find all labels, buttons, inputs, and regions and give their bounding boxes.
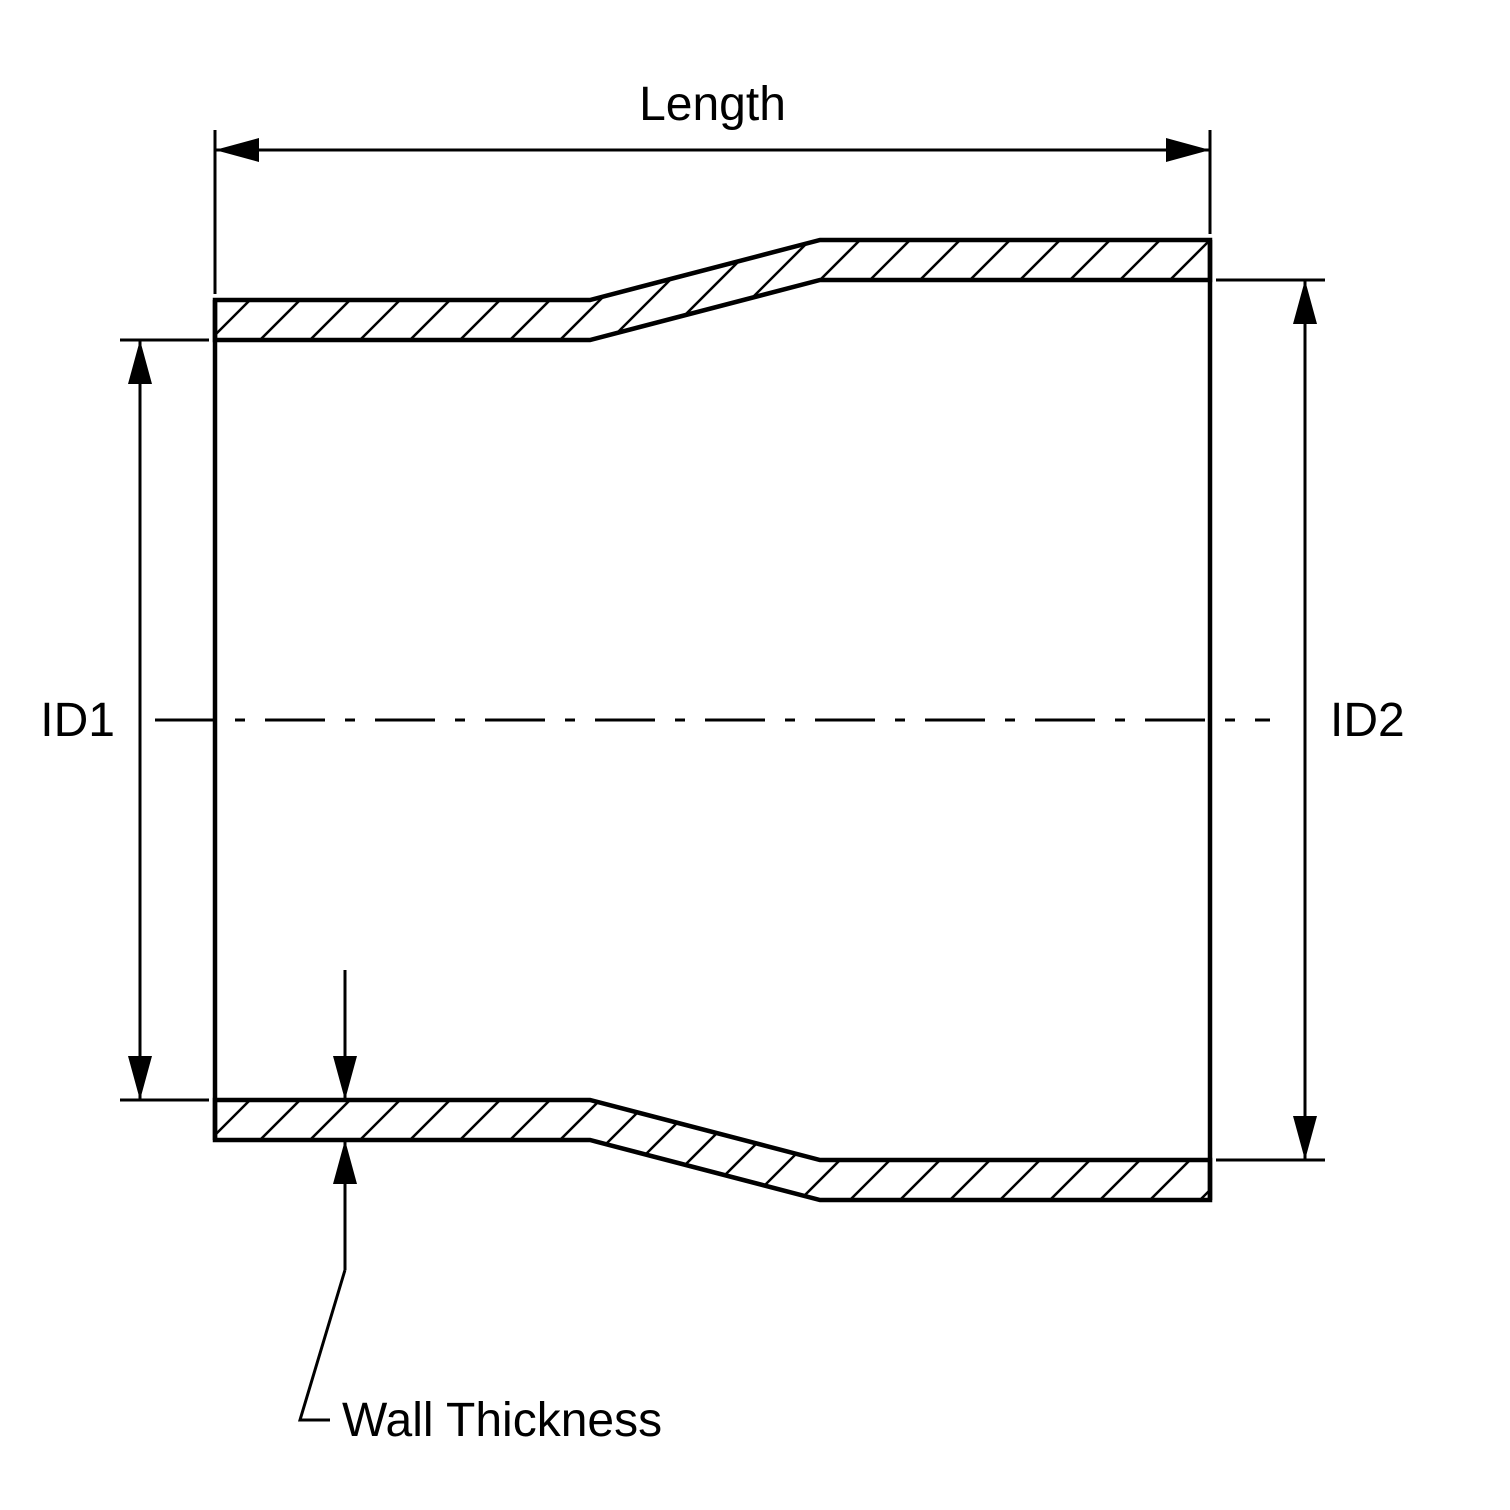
id2-arrow-bot (1293, 1116, 1317, 1160)
id2-arrow-top (1293, 280, 1317, 324)
top-wall-outline (215, 240, 1210, 340)
id1-arrow-top (128, 340, 152, 384)
id1-label: ID1 (40, 694, 115, 747)
id1-arrow-bot (128, 1056, 152, 1100)
hatch-top-wall (0, 0, 1510, 1510)
wall-arrow-lower (333, 1140, 357, 1184)
id2-label: ID2 (1330, 694, 1405, 747)
engineering-drawing: Length ID1 ID2 Wall Thickness (0, 0, 1510, 1510)
length-arrow-left (215, 138, 259, 162)
length-label: Length (639, 78, 786, 131)
wall-thickness-leader (300, 1270, 345, 1420)
bottom-wall-outline (215, 1100, 1210, 1200)
hatch-bottom-wall (0, 0, 1510, 1510)
wall-thickness-label: Wall Thickness (342, 1394, 662, 1447)
length-arrow-right (1166, 138, 1210, 162)
wall-arrow-upper (333, 1056, 357, 1100)
